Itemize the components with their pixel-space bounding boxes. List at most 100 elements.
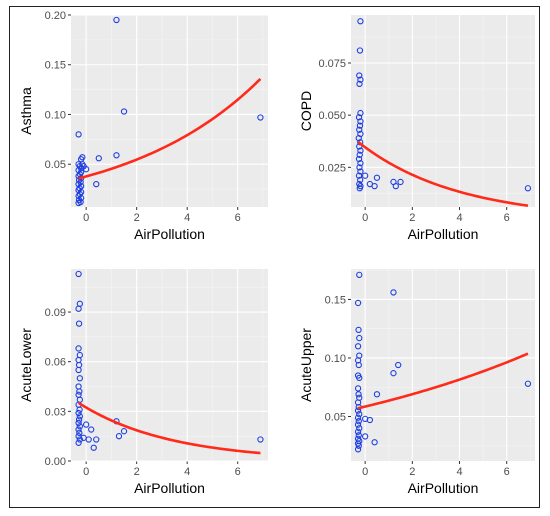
data-point <box>357 147 364 154</box>
y-tick-label: 0.15 <box>45 60 66 72</box>
data-point <box>356 411 363 418</box>
data-point <box>356 271 363 279</box>
x-tick-label: 6 <box>235 466 241 478</box>
data-point <box>371 439 378 446</box>
data-point <box>85 436 92 443</box>
data-point <box>354 343 362 350</box>
data-point <box>356 185 363 192</box>
data-point <box>357 160 364 167</box>
data-point <box>524 185 532 192</box>
data-point <box>397 178 404 186</box>
data-point <box>356 80 363 88</box>
y-tick-label: 0.050 <box>318 110 346 122</box>
x-tick-label: 2 <box>409 212 415 224</box>
data-point <box>362 433 369 440</box>
x-tick-label: 4 <box>184 466 190 478</box>
data-point <box>356 72 363 79</box>
x-tick-label: 2 <box>134 212 140 224</box>
data-point <box>356 126 363 133</box>
data-point <box>355 134 362 142</box>
data-point <box>75 366 82 374</box>
data-point <box>390 289 397 296</box>
data-point <box>356 151 363 158</box>
data-point <box>83 421 90 428</box>
fitted-curve <box>357 352 529 410</box>
data-point <box>76 429 83 437</box>
data-point <box>83 166 90 173</box>
panel-acute-upper: 0 2 4 6 0.05 0.10 0.15 AirPollution AcuteUpper <box>298 269 535 496</box>
y-tick-label: 0.09 <box>45 307 66 319</box>
data-point <box>355 114 363 121</box>
data-point <box>357 176 364 184</box>
panel-copd: 0 2 4 6 0.025 0.050 0.075 AirPollution COPD <box>298 15 535 242</box>
y-tick-label: 0.00 <box>45 456 66 468</box>
data-point <box>75 270 82 278</box>
fitted-curve <box>78 77 262 180</box>
data-point <box>75 419 82 427</box>
data-point <box>354 299 362 307</box>
x-tick-label: 6 <box>504 212 510 224</box>
y-tick-label: 0.15 <box>325 294 346 306</box>
x-tick-label: 0 <box>362 466 368 478</box>
data-point <box>355 326 362 334</box>
data-point <box>395 361 402 369</box>
panel-acute-lower: 0 2 4 6 0.00 0.03 0.06 0.09 AirPollution AcuteLow… <box>18 269 268 496</box>
x-axis-title: AirPollution <box>408 480 479 496</box>
data-point <box>354 385 362 392</box>
x-tick-label: 4 <box>184 212 190 224</box>
x-tick-label: 0 <box>83 466 89 478</box>
data-point <box>354 414 362 421</box>
data-point <box>75 439 82 446</box>
y-tick-label: 0.06 <box>45 357 66 369</box>
data-point <box>357 18 364 25</box>
y-tick-label: 0.20 <box>45 10 66 22</box>
x-tick-label: 0 <box>362 212 368 224</box>
data-point <box>357 168 364 175</box>
x-axis-title: AirPollution <box>134 480 205 496</box>
data-point <box>257 436 264 443</box>
data-point <box>113 16 120 24</box>
data-point <box>93 436 100 443</box>
x-tick-label: 0 <box>83 212 89 224</box>
data-point <box>356 374 363 382</box>
data-point <box>90 444 97 451</box>
data-point <box>355 432 362 439</box>
y-tick-label: 0.03 <box>45 406 66 418</box>
data-point <box>76 413 83 420</box>
fitted-curve <box>77 401 261 455</box>
data-point <box>355 418 362 425</box>
panel-asthma: 0 2 4 6 0.05 0.10 0.15 0.20 AirPollution Asthma <box>18 10 268 242</box>
x-tick-label: 2 <box>134 466 140 478</box>
x-tick-label: 6 <box>235 212 241 224</box>
data-point <box>113 152 120 159</box>
data-point <box>355 361 362 369</box>
data-point <box>75 416 83 423</box>
data-point <box>75 320 83 327</box>
y-tick-label: 0.10 <box>325 353 346 365</box>
y-tick-label: 0.05 <box>45 159 66 171</box>
data-point <box>95 155 102 162</box>
data-point <box>355 172 363 179</box>
data-point <box>392 182 399 190</box>
data-point <box>355 391 362 398</box>
data-point <box>120 108 128 115</box>
y-axis-title: AcuteUpper <box>298 328 314 402</box>
panel-background <box>71 15 268 207</box>
data-point <box>115 433 123 440</box>
data-point <box>356 334 363 342</box>
panel-background <box>351 269 535 461</box>
x-axis-title: AirPollution <box>408 226 479 242</box>
data-point <box>355 442 362 449</box>
data-point <box>356 425 363 432</box>
fitted-curve <box>357 140 529 207</box>
y-tick-label: 0.05 <box>325 412 346 424</box>
data-point <box>93 180 100 188</box>
x-axis-title: AirPollution <box>134 226 205 242</box>
y-axis-title: Asthma <box>18 87 34 135</box>
data-point <box>524 380 532 387</box>
x-tick-label: 4 <box>456 212 462 224</box>
y-tick-label: 0.10 <box>45 109 66 121</box>
data-point <box>120 428 128 435</box>
data-point <box>75 409 82 417</box>
y-axis-title: AcuteLower <box>18 328 34 402</box>
